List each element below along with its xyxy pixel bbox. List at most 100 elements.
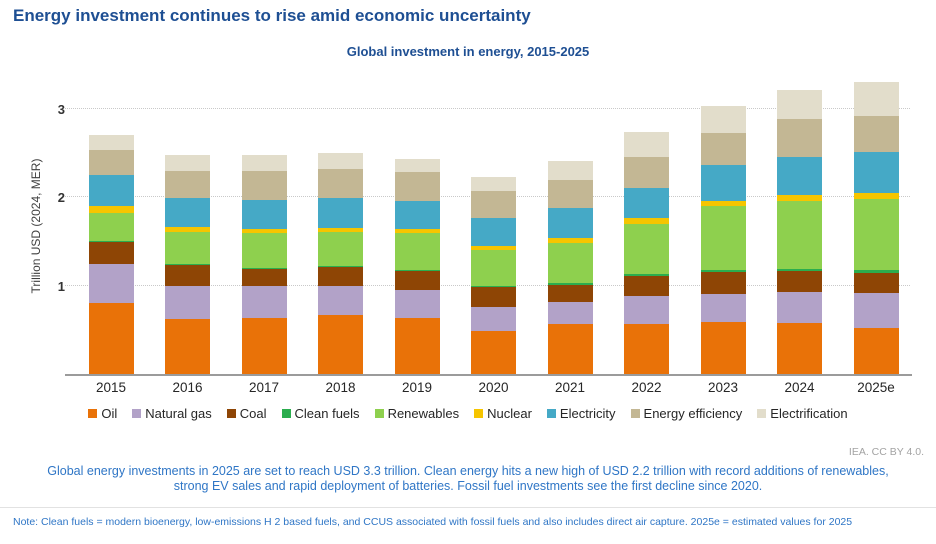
x-tick-label-2021: 2021 [554, 380, 586, 395]
bar-segment-energy-efficiency-2025e [853, 115, 899, 152]
y-axis-title: Trillion USD (2024, MER) [29, 158, 43, 294]
legend-item-nuclear: Nuclear [474, 406, 532, 421]
bar-segment-electrification-2023 [700, 106, 746, 133]
bar-segment-coal-2025e [853, 273, 899, 293]
chart-title: Global investment in energy, 2015-2025 [346, 44, 590, 59]
legend-item-renewables: Renewables [374, 406, 459, 421]
bar-segment-natural-gas-2019 [394, 289, 440, 319]
bar-segment-renewables-2016 [165, 232, 210, 265]
bar-2021 [547, 161, 593, 374]
bar-segment-electricity-2021 [547, 208, 593, 239]
bar-2018 [318, 152, 363, 374]
bar-segment-energy-efficiency-2018 [318, 168, 363, 198]
bar-segment-electrification-2025e [853, 82, 899, 116]
bar-segment-electricity-2019 [394, 201, 440, 229]
bar-segment-renewables-2018 [318, 232, 363, 267]
bar-segment-coal-2017 [241, 268, 287, 286]
legend-swatch-icon [132, 409, 142, 418]
x-tick-label-2025e: 2025e [857, 380, 895, 395]
legend-label: Electrification [770, 406, 848, 421]
legend-label: Nuclear [487, 406, 532, 421]
bar-segment-electricity-2025e [853, 151, 899, 193]
legend-item-coal: Coal [226, 406, 267, 421]
bar-segment-natural-gas-2018 [318, 285, 363, 315]
bar-segment-energy-efficiency-2024 [777, 119, 822, 158]
bar-segment-natural-gas-2022 [624, 296, 669, 324]
bar-segment-natural-gas-2023 [700, 294, 746, 322]
bar-segment-nuclear-2017 [241, 228, 287, 234]
bar-segment-natural-gas-2025e [853, 292, 899, 328]
bar-segment-electrification-2016 [165, 154, 210, 171]
legend-item-clean-fuels: Clean fuels [281, 406, 360, 421]
bar-segment-coal-2022 [624, 275, 669, 297]
bar-segment-renewables-2020 [471, 250, 516, 287]
bar-segment-nuclear-2024 [777, 195, 822, 201]
legend-swatch-icon [546, 409, 556, 418]
bar-2022 [624, 132, 669, 374]
legend-swatch-icon [630, 409, 640, 418]
bar-segment-energy-efficiency-2022 [624, 157, 669, 189]
bar-segment-electricity-2018 [318, 197, 363, 229]
bar-segment-natural-gas-2020 [471, 306, 516, 331]
bar-segment-electrification-2015 [88, 135, 134, 151]
legend-label: Energy efficiency [643, 406, 743, 421]
bar-segment-oil-2016 [165, 319, 210, 374]
bar-segment-renewables-2025e [853, 198, 899, 270]
legend-item-electricity: Electricity [546, 406, 616, 421]
bar-segment-renewables-2023 [700, 206, 746, 271]
bar-segment-electricity-2020 [471, 218, 516, 246]
bar-segment-renewables-2022 [624, 223, 669, 275]
legend-swatch-icon [757, 409, 767, 418]
page-title: Energy investment continues to rise amid… [13, 6, 531, 25]
chart-caption: Global energy investments in 2025 are se… [47, 464, 889, 493]
legend-label: Coal [239, 406, 267, 421]
bar-segment-coal-2021 [547, 284, 593, 303]
bar-segment-coal-2015 [88, 242, 134, 265]
bar-segment-electrification-2024 [777, 89, 822, 120]
bar-segment-coal-2020 [471, 287, 516, 307]
legend-swatch-icon [474, 409, 484, 418]
bar-segment-clean-fuels-2021 [547, 283, 593, 285]
y-tick-label-2: 2 [57, 190, 65, 205]
bar-segment-oil-2017 [241, 318, 287, 374]
bar-segment-electrification-2017 [241, 154, 287, 172]
bar-segment-renewables-2021 [547, 242, 593, 284]
bar-2023 [700, 106, 746, 374]
bar-segment-clean-fuels-2019 [394, 270, 440, 272]
bar-2024 [777, 89, 822, 374]
bar-segment-nuclear-2021 [547, 238, 593, 243]
bar-segment-electrification-2021 [547, 161, 593, 180]
bar-segment-clean-fuels-2017 [241, 267, 287, 269]
bar-segment-electrification-2018 [318, 152, 363, 169]
bar-segment-clean-fuels-2016 [165, 264, 210, 266]
bar-segment-oil-2024 [777, 322, 822, 374]
bar-segment-nuclear-2020 [471, 245, 516, 251]
bar-segment-electricity-2023 [700, 164, 746, 202]
bar-segment-renewables-2017 [241, 233, 287, 268]
bar-segment-clean-fuels-2015 [88, 241, 134, 243]
bar-segment-renewables-2019 [394, 233, 440, 271]
source-credit: IEA. CC BY 4.0. [848, 446, 924, 458]
bar-segment-nuclear-2019 [394, 228, 440, 234]
footer-divider [0, 507, 936, 508]
x-tick-label-2019: 2019 [401, 380, 433, 395]
bar-segment-clean-fuels-2024 [777, 268, 822, 272]
legend-item-electrification: Electrification [757, 406, 848, 421]
bar-segment-coal-2018 [318, 266, 363, 286]
bar-segment-renewables-2024 [777, 200, 822, 269]
x-tick-label-2024: 2024 [784, 380, 815, 395]
bar-segment-energy-efficiency-2023 [700, 132, 746, 165]
bar-segment-natural-gas-2016 [165, 285, 210, 320]
bar-2015 [88, 135, 134, 374]
legend-swatch-icon [374, 409, 384, 418]
bar-segment-nuclear-2016 [165, 227, 210, 233]
bar-segment-oil-2019 [394, 318, 440, 374]
bar-2017 [241, 154, 287, 374]
bar-segment-nuclear-2022 [624, 218, 669, 224]
bar-segment-oil-2023 [700, 321, 746, 374]
bar-segment-natural-gas-2021 [547, 302, 593, 325]
bar-segment-electricity-2022 [624, 188, 669, 219]
legend-label: Oil [101, 406, 118, 421]
gridline-3 [65, 107, 910, 109]
bar-segment-electrification-2020 [471, 176, 516, 191]
